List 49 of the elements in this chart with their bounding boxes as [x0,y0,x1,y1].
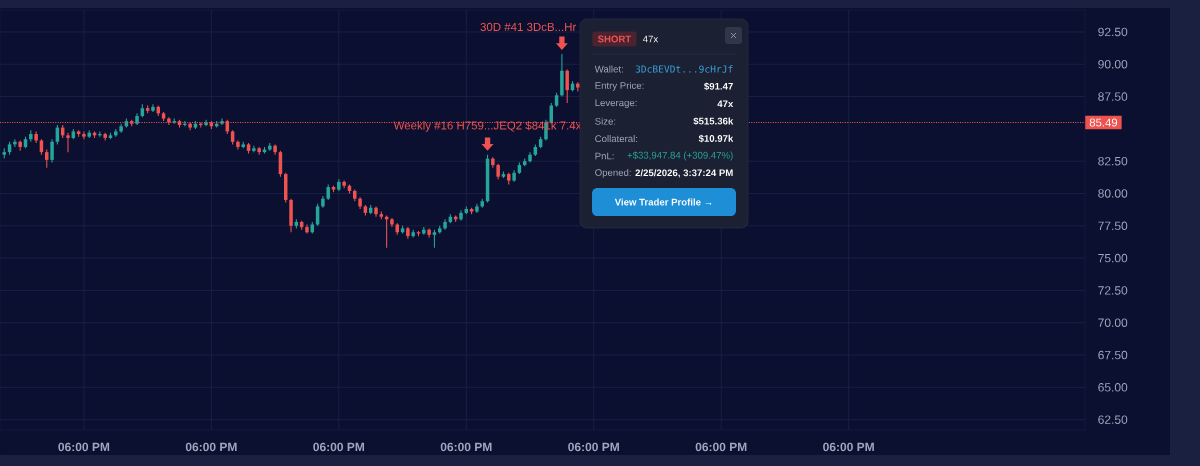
y-tick-label: 72.50 [1098,286,1128,295]
candlestick [374,205,378,218]
annotation: Wallet: [594,65,623,73]
y-tick-label: 77.50 [1098,221,1128,231]
y-tick-label: 75.00 [1098,253,1128,263]
annotation: 30D #41 3DcB...Hr [480,22,577,31]
candlestick [66,132,70,153]
y-tick-label: 80.00 [1098,189,1128,198]
candlestick [82,130,86,140]
annotation: Leverage: [595,99,637,109]
x-tick-label: 06:00 PM [695,442,747,452]
annotation: 47x [717,100,734,108]
x-tick-label: 06:00 PM [823,442,874,452]
candlestick [565,68,569,104]
x-tick-label: 06:00 PM [568,442,619,452]
annotation: Opened: [595,168,631,178]
annotation: 3DcBEVDt...9cHrJf [635,65,733,73]
annotation: $515.36k [693,117,734,126]
candlestick [50,138,54,164]
y-tick-label: 65.00 [1098,383,1128,392]
candlestick [459,209,463,222]
x-tick-label: 06:00 PM [440,442,492,452]
annotation: +$33,947.84 (+309.47%) [627,151,733,161]
annotation: $10.97k [698,134,734,143]
candlestick [432,229,437,249]
y-tick-label: 87.50 [1098,92,1128,101]
x-tick-label: 06:00 PM [185,442,237,452]
annotation: 2/25/2026, 3:37:24 PM [635,169,733,178]
annotation: View Trader Profile → [614,198,712,206]
annotation: $91.47 [704,82,733,91]
y-tick-label: 90.00 [1098,60,1128,69]
annotation: Entry Price: [595,81,644,91]
annotation: Size: [595,117,616,125]
annotation: 47x [642,35,659,43]
candlestick [443,218,447,231]
annotation: PnL: [595,152,614,160]
y-tick-label: 67.50 [1098,350,1128,360]
ref-line-label: 85.49 [1089,118,1118,127]
annotation: Collateral: [595,135,638,143]
candlestick [315,203,320,227]
annotation: SHORT [597,35,632,43]
x-tick-label: 06:00 PM [58,442,110,452]
candlestick [273,143,277,156]
y-tick-label: 62.50 [1098,415,1128,424]
candlestick [151,103,155,113]
y-tick-label: 82.50 [1098,156,1128,166]
y-tick-label: 70.00 [1098,318,1128,327]
y-tick-label: 92.50 [1098,27,1128,37]
x-tick-label: 06:00 PM [313,442,365,452]
